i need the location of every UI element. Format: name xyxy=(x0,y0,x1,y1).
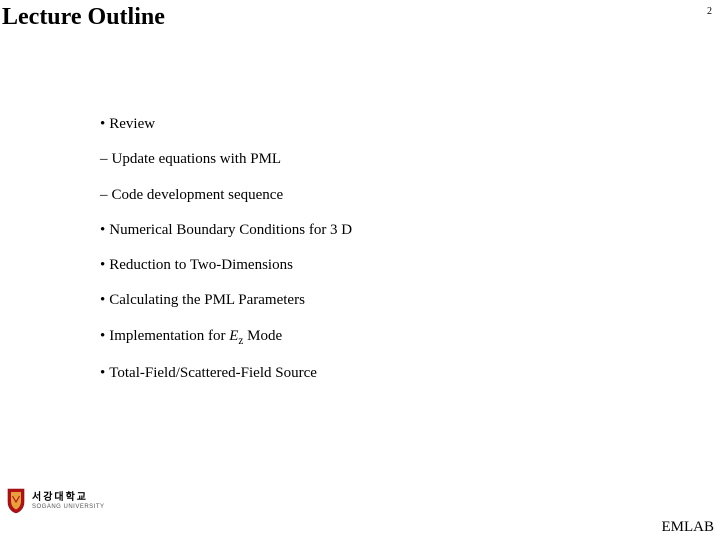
outline-item: •Numerical Boundary Conditions for 3 D xyxy=(100,222,660,239)
outline-item: •Implementation for Ez Mode xyxy=(100,328,660,348)
slide-title: Lecture Outline xyxy=(2,4,165,31)
outline-item: •Calculating the PML Parameters xyxy=(100,292,660,309)
outline-item: •Total‐Field/Scattered‐Field Source xyxy=(100,365,660,382)
bullet-marker: – xyxy=(100,151,112,168)
bullet-marker: • xyxy=(100,116,109,133)
outline-text: Reduction to Two‐Dimensions xyxy=(109,257,293,273)
shield-icon xyxy=(6,488,26,514)
outline-text: Code development sequence xyxy=(112,187,284,203)
bullet-marker: • xyxy=(100,257,109,274)
outline-item: –Code development sequence xyxy=(100,187,660,204)
bullet-marker: • xyxy=(100,328,109,345)
bullet-marker: – xyxy=(100,187,112,204)
outline-text: Numerical Boundary Conditions for 3 D xyxy=(109,222,352,238)
outline-text: Mode xyxy=(243,328,282,344)
outline-item: •Review xyxy=(100,116,660,133)
outline-text: Calculating the PML Parameters xyxy=(109,292,305,308)
page-number: 2 xyxy=(707,6,712,17)
outline-text: Update equations with PML xyxy=(112,151,282,167)
outline-text: Total‐Field/Scattered‐Field Source xyxy=(109,365,317,381)
logo-korean: 서강대학교 xyxy=(32,493,105,503)
outline-item: –Update equations with PML xyxy=(100,151,660,168)
outline-item: •Reduction to Two‐Dimensions xyxy=(100,257,660,274)
bullet-marker: • xyxy=(100,222,109,239)
bullet-marker: • xyxy=(100,292,109,309)
logo-text: 서강대학교 SOGANG UNIVERSITY xyxy=(32,493,105,510)
outline-text: Implementation for xyxy=(109,328,229,344)
outline-list: •Review–Update equations with PML–Code d… xyxy=(100,116,660,401)
university-logo: 서강대학교 SOGANG UNIVERSITY xyxy=(6,488,105,514)
outline-text: Review xyxy=(109,116,155,132)
bullet-marker: • xyxy=(100,365,109,382)
slide: Lecture Outline 2 •Review–Update equatio… xyxy=(0,0,720,540)
footer-label: EMLAB xyxy=(662,519,715,536)
logo-english: SOGANG UNIVERSITY xyxy=(32,504,105,510)
